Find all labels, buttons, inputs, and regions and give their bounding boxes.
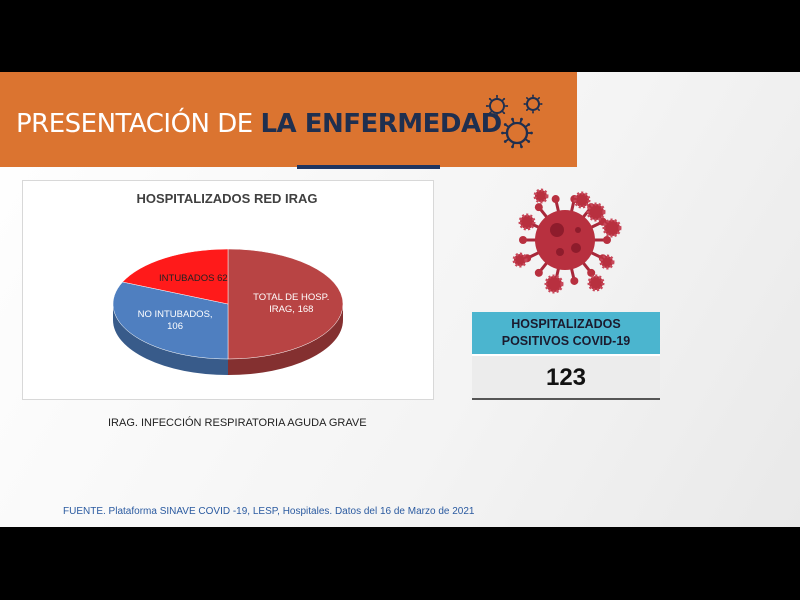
virus-spike-tip <box>527 123 531 126</box>
virus-spike-tip <box>520 145 523 149</box>
virus-body <box>489 98 505 114</box>
virus-spike-tip <box>506 105 509 107</box>
virus-spike-tip <box>485 105 488 107</box>
virus-illustration <box>512 188 622 294</box>
virus-spike-tip <box>503 123 507 126</box>
small-virus <box>533 188 549 204</box>
virus-spike-tip <box>538 109 540 111</box>
pie-slice <box>122 248 229 305</box>
virus-spike-tip <box>538 97 540 99</box>
slice-category: TOTAL DE HOSP. IRAG, <box>253 292 330 315</box>
virus-icon <box>485 94 509 118</box>
virus-spike-tip <box>501 131 504 135</box>
virus-spot <box>556 248 564 256</box>
small-virus <box>512 252 528 268</box>
virus-spike-tip <box>496 94 498 97</box>
pie-side <box>113 304 228 375</box>
pie-slice <box>112 281 229 360</box>
virus-spike-tip <box>523 103 526 105</box>
pie-side <box>228 304 343 375</box>
virus-body <box>505 121 529 145</box>
slice-label: INTUBADOS 62 <box>153 273 233 285</box>
title-light: PRESENTACIÓN DE <box>16 109 253 139</box>
virus-spike-tip <box>534 203 543 212</box>
virus-body <box>535 210 595 270</box>
note: IRAG. INFECCIÓN RESPIRATORIA AGUDA GRAVE <box>108 417 367 429</box>
virus-spot <box>571 243 581 253</box>
slice-value: 62 <box>217 272 228 284</box>
small-virus <box>573 191 591 209</box>
virus-spike-tip <box>530 131 533 135</box>
banner-rule <box>297 165 440 169</box>
slice-value: 168 <box>297 304 314 315</box>
virus-spike-tip <box>511 117 514 121</box>
footer: FUENTE. Plataforma SINAVE COVID -19, LES… <box>63 506 475 517</box>
virus-spike-tip <box>503 97 506 100</box>
stat-value: 123 <box>472 354 660 400</box>
virus-spot <box>575 227 581 233</box>
slice-label: TOTAL DE HOSP. IRAG, 168 <box>250 292 332 316</box>
virus-icon <box>523 94 543 114</box>
title-bold: LA ENFERMEDAD <box>260 109 502 139</box>
virus-spike-tip <box>532 111 534 114</box>
stat-title: POSITIVOS COVID-19 <box>501 334 631 348</box>
banner <box>0 72 577 167</box>
slice-value: 106 <box>167 320 183 332</box>
virus-spike-tip <box>527 140 531 143</box>
slice-category: NO INTUBADOS, <box>137 308 213 320</box>
virus-spike-tip <box>488 97 491 100</box>
virus-spike-tip <box>520 117 523 121</box>
small-virus <box>602 218 622 238</box>
small-virus <box>586 202 606 222</box>
virus-spike-tip <box>551 195 560 204</box>
virus-spike-tip <box>496 115 498 118</box>
stat-title: HOSPITALIZADOS <box>511 317 621 331</box>
small-virus <box>599 254 615 270</box>
small-virus <box>587 274 605 292</box>
virus-spike-tip <box>511 145 514 149</box>
virus-spot <box>550 223 564 237</box>
virus-spike-tip <box>532 94 534 97</box>
virus-spike-tip <box>540 103 543 105</box>
virus-spike-tip <box>526 97 528 99</box>
virus-spike-tip <box>587 268 596 277</box>
virus-spike-tip <box>570 276 579 285</box>
slice-label: NO INTUBADOS, 106 <box>135 309 215 333</box>
virus-icon <box>501 117 533 149</box>
virus-spike-tip <box>603 236 611 244</box>
virus-spike-tip <box>534 268 543 277</box>
small-virus <box>544 274 564 294</box>
chart-title: HOSPITALIZADOS RED IRAG <box>136 191 318 206</box>
small-virus <box>518 213 536 231</box>
stat-header: HOSPITALIZADOS POSITIVOS COVID-19 <box>472 312 660 354</box>
virus-spike-tip <box>519 236 527 244</box>
slice-category: INTUBADOS <box>159 272 215 284</box>
banner-title: PRESENTACIÓN DE LA ENFERMEDAD <box>16 109 502 139</box>
virus-spike-tip <box>488 112 491 115</box>
virus-spike-tip <box>503 112 506 115</box>
virus-spike-tip <box>526 109 528 111</box>
virus-spike-tip <box>503 140 507 143</box>
pie-slice <box>227 248 344 360</box>
virus-body <box>526 97 540 111</box>
